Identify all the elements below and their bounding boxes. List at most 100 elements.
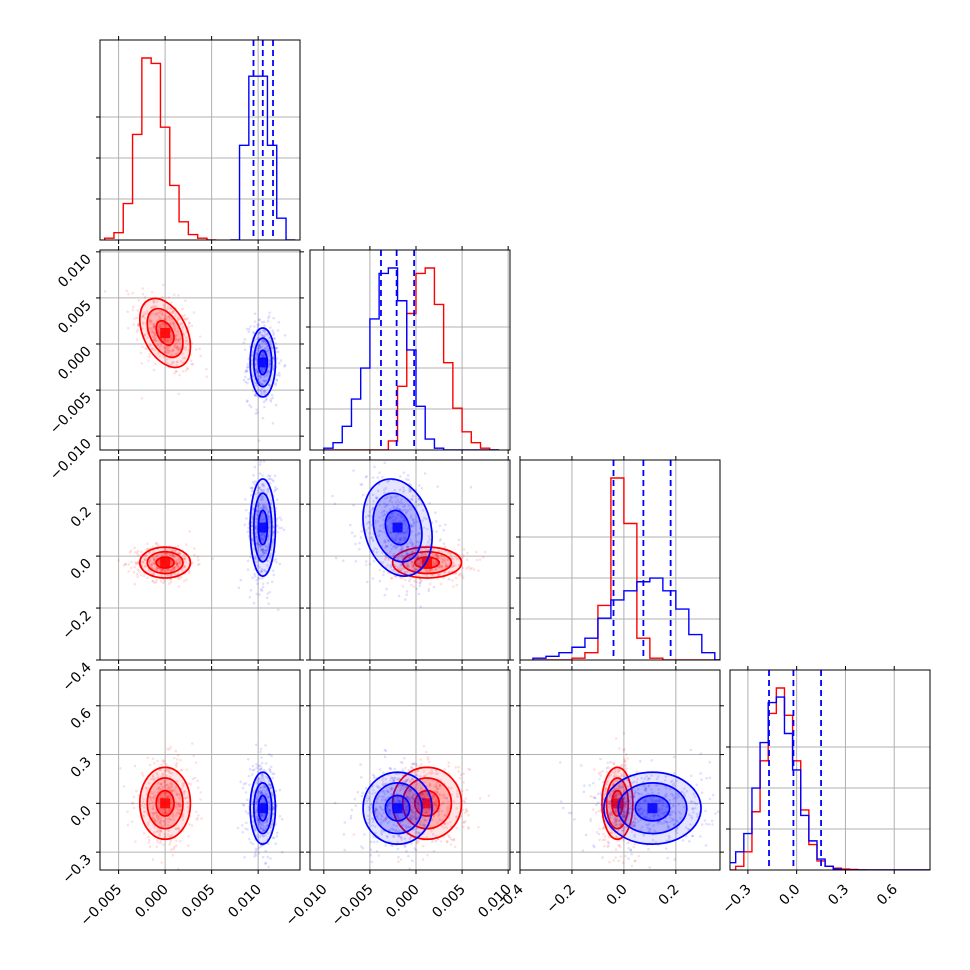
scatter-point: [260, 567, 264, 571]
scatter-point: [375, 849, 379, 853]
scatter-point: [144, 810, 147, 813]
scatter-point: [421, 798, 425, 802]
scatter-point: [275, 831, 279, 835]
scatter-point: [389, 767, 392, 771]
scatter-point: [257, 818, 260, 822]
scatter-point: [366, 814, 370, 818]
scatter-point: [438, 792, 441, 796]
scatter-point: [256, 377, 260, 381]
scatter-point: [374, 812, 378, 816]
scatter-point: [400, 785, 404, 788]
scatter-point: [619, 822, 623, 825]
scatter-point: [173, 549, 176, 552]
scatter-point: [394, 500, 398, 504]
scatter-point: [156, 352, 160, 356]
scatter-point: [438, 566, 442, 569]
scatter-point: [153, 558, 156, 562]
scatter-point: [376, 476, 380, 479]
scatter-point: [253, 852, 257, 855]
scatter-point: [274, 558, 278, 561]
scatter-point: [419, 562, 423, 565]
scatter-point: [445, 840, 449, 843]
scatter-point: [275, 378, 279, 382]
scatter-point: [263, 879, 266, 882]
scatter-point: [446, 551, 450, 555]
contour-blue-1: [253, 337, 273, 388]
scatter-point: [402, 562, 405, 565]
scatter-point: [283, 364, 287, 367]
scatter-point: [268, 807, 271, 810]
scatter-point: [145, 548, 148, 551]
scatter-point: [153, 831, 156, 834]
scatter-point: [188, 571, 191, 574]
scatter-point: [163, 835, 167, 838]
scatter-point: [396, 840, 399, 844]
scatter-point: [408, 817, 412, 820]
scatter-point: [400, 548, 404, 552]
scatter-point: [129, 549, 133, 552]
scatter-point: [614, 856, 617, 859]
scatter-point: [144, 553, 148, 556]
scatter-point: [443, 814, 446, 818]
scatter-point: [428, 783, 431, 787]
scatter-point: [424, 750, 428, 754]
scatter-point: [263, 332, 267, 336]
scatter-point: [462, 781, 465, 784]
scatter-point: [278, 788, 282, 792]
scatter-point: [177, 577, 181, 581]
scatter-point: [631, 781, 634, 785]
scatter-point: [426, 541, 430, 544]
panel-1-1: [306, 246, 511, 454]
scatter-point: [264, 390, 267, 393]
scatter-point: [157, 787, 161, 791]
scatter-point: [133, 317, 136, 320]
scatter-point: [472, 568, 476, 571]
scatter-point: [261, 569, 264, 573]
scatter-point: [184, 543, 188, 546]
scatter-point: [169, 553, 173, 557]
scatter-point: [182, 793, 186, 796]
scatter-point: [467, 826, 470, 829]
scatter-point: [374, 807, 378, 810]
scatter-point: [668, 816, 672, 820]
scatter-point: [154, 555, 158, 559]
scatter-point: [423, 824, 427, 827]
scatter-point: [168, 835, 172, 838]
scatter-point: [255, 352, 259, 355]
scatter-point: [275, 561, 278, 564]
scatter-point: [411, 549, 414, 553]
scatter-point: [155, 336, 158, 340]
scatter-point: [241, 830, 245, 834]
scatter-point: [264, 545, 267, 549]
scatter-point: [421, 822, 425, 826]
scatter-point: [139, 573, 143, 577]
scatter-point: [197, 558, 200, 562]
scatter-point: [598, 777, 601, 781]
density-peak-blue: [257, 803, 268, 814]
scatter-point: [410, 809, 413, 812]
scatter-point: [425, 791, 429, 795]
scatter-point: [152, 324, 156, 327]
scatter-point: [384, 777, 387, 781]
scatter-point: [128, 551, 132, 554]
scatter-point: [266, 855, 270, 859]
scatter-point: [417, 484, 421, 487]
scatter-point: [386, 804, 390, 807]
scatter-point: [373, 791, 377, 794]
scatter-point: [166, 337, 170, 341]
scatter-point: [257, 822, 261, 825]
scatter-point: [409, 524, 413, 527]
scatter-point: [603, 792, 607, 796]
scatter-point: [410, 544, 414, 548]
scatter-point: [391, 844, 394, 848]
scatter-point: [442, 796, 446, 800]
scatter-point: [172, 309, 175, 313]
scatter-point: [434, 520, 438, 523]
scatter-point: [412, 585, 416, 588]
scatter-point: [617, 783, 621, 787]
scatter-point: [409, 516, 413, 519]
scatter-point: [265, 397, 269, 401]
scatter-point: [398, 488, 402, 492]
scatter-point: [623, 828, 626, 832]
scatter-point: [156, 759, 159, 763]
